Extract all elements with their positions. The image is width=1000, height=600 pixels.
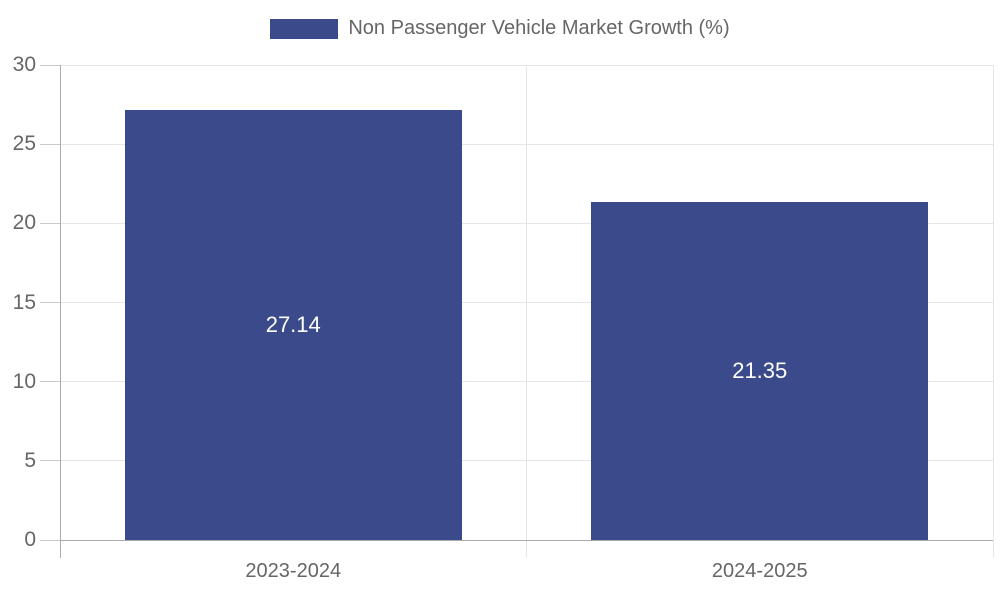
bar [591, 201, 929, 540]
y-tick [40, 381, 60, 383]
y-tick-label: 10 [12, 369, 36, 393]
y-tick [40, 64, 60, 66]
category-boundary-gridline [992, 65, 994, 558]
y-tick-label: 30 [12, 53, 36, 76]
y-tick-label: 5 [24, 448, 36, 472]
legend-label: Non Passenger Vehicle Market Growth (%) [348, 17, 730, 39]
y-tick [40, 302, 60, 303]
y-axis-line [59, 65, 61, 558]
bar-value-label: 21.35 [732, 357, 788, 383]
y-tick [40, 460, 60, 462]
x-tick-label: 2024-2025 [711, 560, 808, 582]
y-tick-label: 20 [12, 211, 36, 235]
y-tick-label: 25 [12, 132, 36, 156]
y-tick [40, 143, 60, 145]
legend-swatch [270, 18, 339, 39]
y-tick [40, 222, 60, 224]
y-tick-label: 15 [12, 290, 36, 314]
x-axis-line [60, 539, 993, 541]
bar [124, 110, 462, 540]
x-tick-label: 2023-2024 [245, 560, 342, 582]
y-tick-label: 0 [24, 528, 36, 551]
y-tick [40, 539, 60, 541]
legend[interactable]: Non Passenger Vehicle Market Growth (%) [0, 17, 1000, 40]
bar-value-label: 27.14 [265, 312, 321, 338]
category-boundary-gridline [526, 65, 527, 558]
